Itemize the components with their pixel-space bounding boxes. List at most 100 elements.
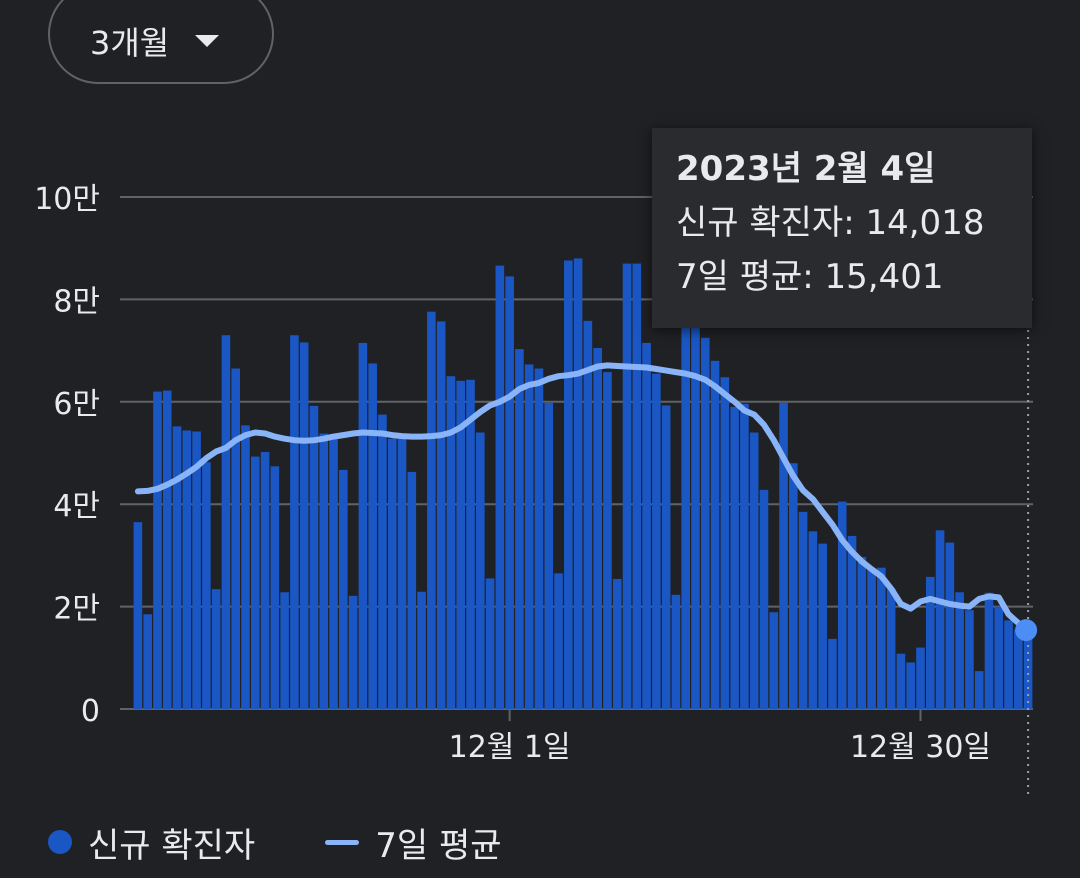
case-bar — [358, 342, 368, 709]
case-bar — [818, 543, 827, 709]
case-bar — [740, 403, 749, 709]
y-tick-label: 0 — [81, 694, 100, 729]
case-bar — [329, 438, 338, 709]
case-bar — [622, 263, 632, 709]
case-bar — [798, 511, 808, 709]
dropdown-caret-icon — [195, 35, 220, 47]
y-tick-label: 10만 — [34, 182, 100, 217]
case-bar — [564, 260, 573, 709]
y-tick-label: 2만 — [53, 592, 100, 627]
case-bar — [202, 462, 211, 709]
case-bar — [397, 438, 407, 709]
case-bar — [241, 425, 250, 709]
case-bar — [808, 531, 818, 709]
case-bar — [759, 489, 769, 709]
y-tick-label: 8만 — [53, 284, 100, 319]
case-bar — [515, 349, 524, 709]
case-bar — [495, 265, 505, 709]
case-bar — [1004, 620, 1013, 709]
tooltip-avg-value: 15,401 — [824, 257, 944, 297]
case-bar — [153, 391, 162, 709]
case-bar — [837, 501, 847, 709]
case-bar — [554, 573, 563, 709]
tooltip-new-cases-label: 신규 확진자 — [676, 203, 844, 243]
case-bar — [583, 320, 593, 709]
case-bar — [925, 576, 935, 709]
case-bar — [984, 592, 994, 709]
tooltip-date: 2023년 2월 4일 — [676, 149, 936, 189]
case-bar — [260, 451, 270, 709]
case-bar — [749, 432, 759, 709]
case-bar — [857, 556, 867, 709]
legend-cases-label: 신규 확진자 — [88, 825, 256, 866]
tooltip-avg: 7일 평균: 15,401 — [676, 257, 944, 297]
case-bar — [1014, 629, 1023, 709]
case-bar — [935, 530, 945, 709]
case-bar — [309, 405, 319, 709]
case-bar — [436, 321, 446, 709]
case-bar — [544, 402, 554, 709]
case-bar — [466, 379, 475, 709]
x-tick-label: 12월 1일 — [449, 730, 571, 765]
case-bar — [339, 469, 348, 709]
case-bar — [661, 405, 671, 709]
case-bar — [368, 363, 377, 709]
case-bar — [270, 466, 280, 709]
selected-point-marker — [1015, 619, 1038, 642]
legend-cases-dot-icon — [48, 830, 72, 854]
case-bar — [945, 542, 955, 709]
case-bar — [534, 368, 544, 709]
case-bar — [250, 456, 260, 709]
case-bar — [417, 591, 426, 709]
case-bar — [877, 567, 886, 709]
legend-avg-label: 7일 평균 — [375, 825, 502, 866]
bar-layer — [133, 258, 1033, 709]
line-layer — [134, 330, 1038, 796]
case-bar — [847, 535, 857, 709]
case-bar — [143, 614, 152, 709]
chart-tooltip: 2023년 2월 4일 신규 확진자: 14,018 7일 평균: 15,401 — [652, 128, 1032, 328]
case-bar — [485, 578, 495, 709]
case-bar — [162, 390, 172, 709]
case-bar — [407, 471, 417, 709]
case-bar — [691, 268, 700, 709]
case-bar — [671, 594, 681, 709]
tooltip-new-cases: 신규 확진자: 14,018 — [676, 203, 985, 243]
case-bar — [720, 377, 730, 709]
case-bar — [779, 402, 788, 709]
case-bar — [710, 360, 720, 709]
case-bar — [573, 258, 583, 709]
case-bar — [642, 342, 651, 709]
case-bar — [916, 647, 925, 709]
case-bar — [319, 433, 329, 709]
case-bar — [221, 335, 231, 709]
avg-line — [134, 362, 1032, 634]
case-bar — [730, 406, 739, 709]
case-bar — [182, 430, 192, 709]
case-bar — [446, 376, 456, 709]
case-bar — [965, 610, 974, 709]
case-bar — [896, 653, 906, 709]
case-bar — [348, 595, 358, 709]
case-bar — [387, 438, 397, 709]
case-bar — [886, 588, 896, 709]
case-bar — [828, 638, 837, 709]
y-tick-label: 6만 — [53, 387, 100, 422]
case-bar — [211, 589, 221, 709]
case-bar — [231, 368, 241, 709]
case-bar — [192, 431, 201, 709]
range-selector-label: 3개월 — [90, 24, 170, 62]
case-bar — [955, 592, 964, 709]
case-bar — [612, 578, 622, 709]
case-bar — [867, 568, 876, 709]
case-bar — [906, 662, 916, 709]
case-bar — [681, 266, 691, 709]
case-bar — [505, 276, 514, 709]
case-bar — [632, 263, 642, 709]
case-bar — [133, 522, 143, 709]
range-selector-button[interactable]: 3개월 — [48, 0, 274, 84]
x-tick-label: 12월 30일 — [850, 730, 991, 765]
case-bar — [378, 414, 387, 709]
